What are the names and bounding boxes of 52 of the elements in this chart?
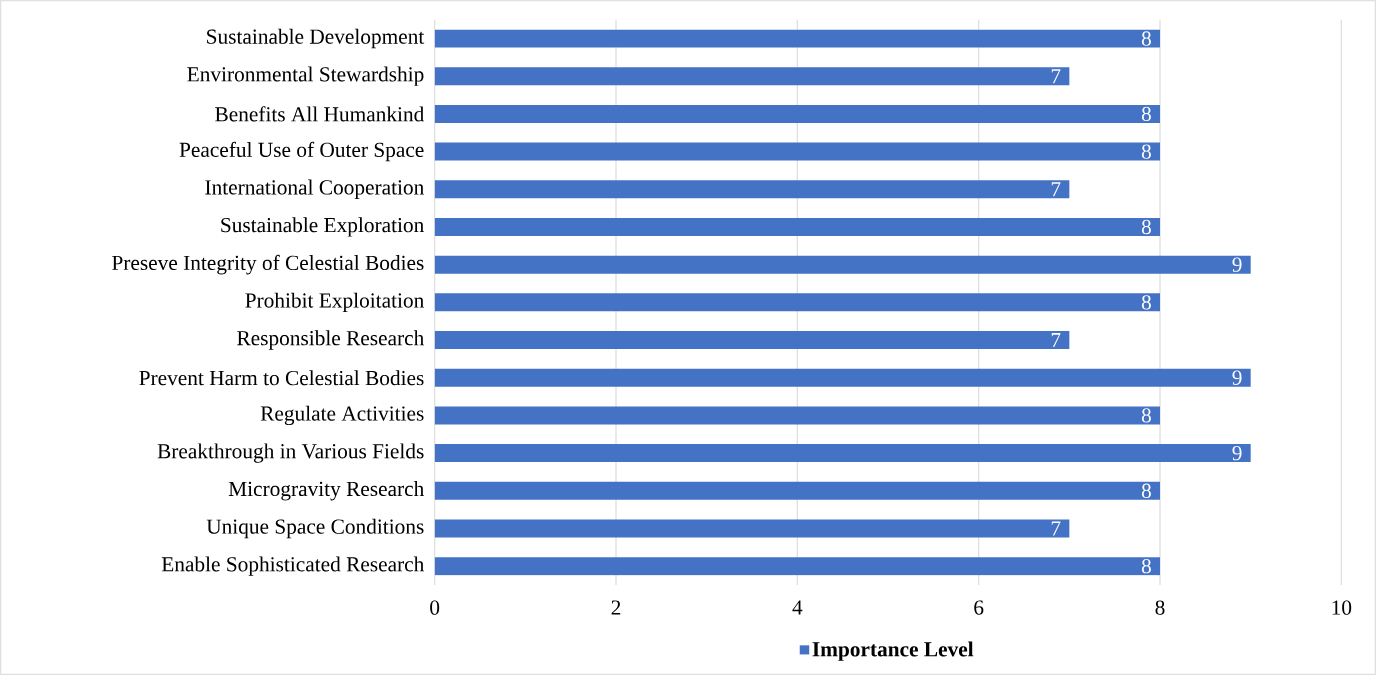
data-label: 7 xyxy=(1051,182,1061,197)
data-label: 8 xyxy=(1141,144,1151,159)
y-tick-label: Microgravity Research xyxy=(228,481,425,501)
bar xyxy=(434,406,1161,425)
bar xyxy=(434,368,1251,387)
data-label: 8 xyxy=(1141,295,1151,310)
x-tick-label: 8 xyxy=(1155,600,1165,615)
bar xyxy=(434,142,1161,161)
y-tick-label: International Cooperation xyxy=(205,179,424,199)
data-label: 9 xyxy=(1232,445,1242,461)
y-tick-label: Environmental Stewardship xyxy=(187,66,424,86)
y-tick-label: Enable Sophisticated Research xyxy=(161,556,425,576)
data-label: 7 xyxy=(1051,333,1061,347)
data-label: 8 xyxy=(1141,31,1151,46)
bar xyxy=(434,481,1161,500)
data-label: 9 xyxy=(1232,370,1242,385)
y-tick-label: Benefits All Humankind xyxy=(215,106,425,122)
y-tick-label: Breakthrough in Various Fields xyxy=(157,443,424,463)
x-tick-label: 2 xyxy=(611,600,621,615)
data-label: 8 xyxy=(1141,219,1151,235)
data-label: 8 xyxy=(1141,483,1151,498)
bar xyxy=(434,180,1070,199)
bar xyxy=(434,557,1161,576)
bar xyxy=(434,519,1070,538)
x-tick-label: 0 xyxy=(430,600,440,615)
y-tick-label: Sustainable Exploration xyxy=(221,217,424,237)
bar xyxy=(434,217,1161,236)
bar xyxy=(434,67,1070,86)
bar xyxy=(434,255,1251,274)
data-label: 8 xyxy=(1141,558,1151,574)
y-tick-label: Prohibit Exploitation xyxy=(245,292,424,312)
data-label: 7 xyxy=(1051,69,1061,84)
x-tick-label: 4 xyxy=(792,600,803,615)
bar xyxy=(434,29,1161,48)
y-tick-label: Unique Space Conditions xyxy=(206,518,424,539)
y-tick-label: Responsible Research xyxy=(237,330,425,350)
bar xyxy=(434,444,1251,463)
bar xyxy=(434,331,1070,350)
legend-label: Importance Level xyxy=(812,641,974,661)
y-tick-label: Prevent Harm to Celestial Bodies xyxy=(139,370,424,386)
data-label: 8 xyxy=(1141,106,1151,122)
bar xyxy=(434,104,1161,123)
data-label: 8 xyxy=(1141,408,1151,423)
y-tick-label: Sustainable Development xyxy=(207,28,425,49)
x-tick-label: 10 xyxy=(1332,600,1352,615)
y-tick-label: Regulate Activities xyxy=(260,405,424,426)
data-label: 9 xyxy=(1232,257,1242,272)
bar xyxy=(434,293,1161,312)
x-tick-label: 6 xyxy=(974,600,984,615)
data-label: 7 xyxy=(1051,521,1061,536)
y-tick-label: Peaceful Use of Outer Space xyxy=(179,141,424,162)
y-tick-label: Preseve Integrity of Celestial Bodies xyxy=(112,254,424,275)
